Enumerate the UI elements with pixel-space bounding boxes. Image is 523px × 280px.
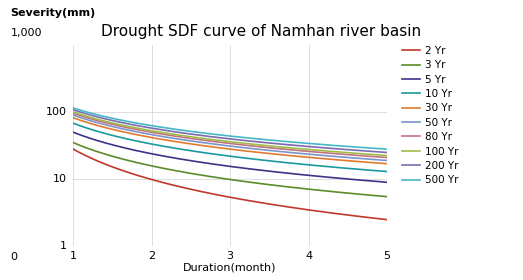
- Line: 500 Yr: 500 Yr: [73, 108, 387, 149]
- X-axis label: Duration(month): Duration(month): [184, 263, 277, 273]
- 100 Yr: [357, 152, 363, 155]
- Line: 2 Yr: 2 Yr: [73, 149, 387, 220]
- 30 Yr: [368, 161, 374, 164]
- 500 Yr: [154, 125, 160, 128]
- 3 Yr: [83, 146, 89, 149]
- 200 Yr: [368, 150, 374, 153]
- 100 Yr: [384, 154, 390, 157]
- 100 Yr: [368, 153, 374, 156]
- 5 Yr: [384, 181, 390, 184]
- 30 Yr: [154, 137, 160, 140]
- Text: 1: 1: [60, 241, 67, 251]
- 3 Yr: [129, 160, 135, 163]
- 100 Yr: [154, 130, 160, 133]
- 50 Yr: [384, 159, 390, 162]
- Line: 5 Yr: 5 Yr: [73, 132, 387, 182]
- 200 Yr: [154, 127, 160, 131]
- Line: 80 Yr: 80 Yr: [73, 113, 387, 158]
- 2 Yr: [70, 148, 76, 151]
- 500 Yr: [83, 110, 89, 113]
- 50 Yr: [89, 120, 95, 123]
- 50 Yr: [70, 113, 76, 117]
- 100 Yr: [89, 116, 95, 120]
- 500 Yr: [70, 106, 76, 109]
- 5 Yr: [129, 148, 135, 151]
- 5 Yr: [83, 135, 89, 139]
- 100 Yr: [70, 110, 76, 114]
- 80 Yr: [89, 118, 95, 121]
- Text: 10: 10: [53, 174, 67, 184]
- 30 Yr: [129, 132, 135, 135]
- 5 Yr: [368, 179, 374, 183]
- 500 Yr: [89, 112, 95, 115]
- 100 Yr: [129, 125, 135, 129]
- Line: 50 Yr: 50 Yr: [73, 115, 387, 160]
- Line: 30 Yr: 30 Yr: [73, 118, 387, 164]
- 30 Yr: [89, 122, 95, 126]
- Line: 200 Yr: 200 Yr: [73, 110, 387, 152]
- 200 Yr: [384, 151, 390, 154]
- Legend: 2 Yr, 3 Yr, 5 Yr, 10 Yr, 30 Yr, 50 Yr, 80 Yr, 100 Yr, 200 Yr, 500 Yr: 2 Yr, 3 Yr, 5 Yr, 10 Yr, 30 Yr, 50 Yr, 8…: [402, 46, 458, 185]
- 500 Yr: [384, 148, 390, 151]
- 5 Yr: [357, 178, 363, 182]
- Text: 100: 100: [46, 107, 67, 117]
- 10 Yr: [129, 138, 135, 142]
- 10 Yr: [83, 126, 89, 129]
- Text: 0: 0: [10, 252, 17, 262]
- 3 Yr: [384, 195, 390, 198]
- 80 Yr: [70, 111, 76, 115]
- 2 Yr: [83, 154, 89, 157]
- 80 Yr: [368, 155, 374, 158]
- 200 Yr: [357, 149, 363, 152]
- Title: Drought SDF curve of Namhan river basin: Drought SDF curve of Namhan river basin: [101, 24, 422, 39]
- 80 Yr: [83, 116, 89, 119]
- 2 Yr: [384, 218, 390, 221]
- 200 Yr: [70, 108, 76, 111]
- 500 Yr: [129, 120, 135, 124]
- Line: 10 Yr: 10 Yr: [73, 123, 387, 172]
- 50 Yr: [83, 118, 89, 121]
- Text: Severity(mm): Severity(mm): [10, 8, 96, 18]
- 2 Yr: [368, 216, 374, 220]
- Text: 1,000: 1,000: [10, 28, 42, 38]
- 80 Yr: [357, 154, 363, 157]
- 200 Yr: [83, 112, 89, 115]
- 30 Yr: [83, 120, 89, 124]
- 2 Yr: [129, 172, 135, 175]
- 10 Yr: [384, 170, 390, 173]
- Line: 100 Yr: 100 Yr: [73, 112, 387, 155]
- 10 Yr: [154, 143, 160, 147]
- 30 Yr: [70, 116, 76, 120]
- 3 Yr: [368, 193, 374, 197]
- Line: 3 Yr: 3 Yr: [73, 143, 387, 197]
- 500 Yr: [368, 146, 374, 150]
- 2 Yr: [89, 157, 95, 160]
- 200 Yr: [89, 114, 95, 117]
- 100 Yr: [83, 114, 89, 118]
- 10 Yr: [368, 169, 374, 172]
- 2 Yr: [154, 179, 160, 183]
- 2 Yr: [357, 215, 363, 218]
- 200 Yr: [129, 123, 135, 126]
- 50 Yr: [357, 157, 363, 160]
- 3 Yr: [154, 165, 160, 169]
- 30 Yr: [357, 160, 363, 163]
- 5 Yr: [70, 130, 76, 134]
- 3 Yr: [70, 141, 76, 144]
- 30 Yr: [384, 162, 390, 165]
- 10 Yr: [357, 168, 363, 171]
- 50 Yr: [368, 158, 374, 161]
- 500 Yr: [357, 146, 363, 149]
- 80 Yr: [154, 132, 160, 135]
- 3 Yr: [89, 148, 95, 151]
- 5 Yr: [154, 153, 160, 157]
- 3 Yr: [357, 193, 363, 196]
- 80 Yr: [129, 127, 135, 130]
- 50 Yr: [129, 129, 135, 132]
- 50 Yr: [154, 134, 160, 137]
- 80 Yr: [384, 156, 390, 159]
- 10 Yr: [70, 122, 76, 125]
- 10 Yr: [89, 128, 95, 131]
- 5 Yr: [89, 137, 95, 141]
